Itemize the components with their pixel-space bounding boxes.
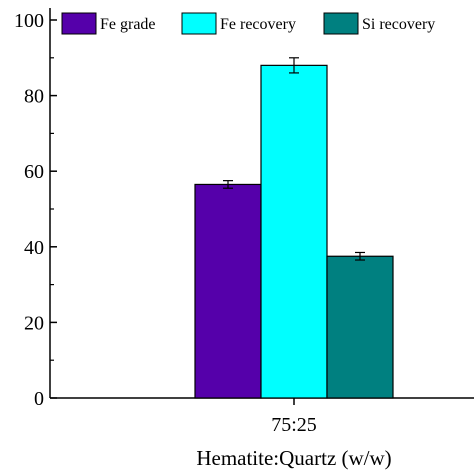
legend-label: Si recovery — [362, 16, 435, 33]
bars — [194, 57, 394, 399]
legend-swatch — [323, 12, 359, 35]
x-axis: 75:25 — [50, 397, 474, 436]
legend-label: Fe recovery — [220, 16, 296, 33]
y-axis: 0 20 40 60 80 100 — [14, 8, 57, 410]
bar-si-recovery — [326, 255, 394, 399]
legend-label: Fe grade — [100, 16, 156, 33]
y-tick-label: 40 — [24, 237, 44, 259]
legend-swatch — [181, 12, 217, 35]
x-tick-label: 75:25 — [271, 414, 317, 436]
bar-fe-grade — [194, 183, 262, 399]
legend: Fe grade Fe recovery Si recovery — [61, 12, 435, 35]
bar-fe-recovery — [260, 64, 328, 399]
y-tick-label: 20 — [24, 312, 44, 334]
y-tick-label: 60 — [24, 161, 44, 183]
x-axis-title: Hematite:Quartz (w/w) — [196, 446, 391, 470]
y-tick-label: 80 — [24, 86, 44, 108]
legend-swatch — [61, 12, 97, 35]
y-tick-label: 100 — [14, 10, 44, 32]
y-tick-label: 0 — [34, 388, 44, 410]
